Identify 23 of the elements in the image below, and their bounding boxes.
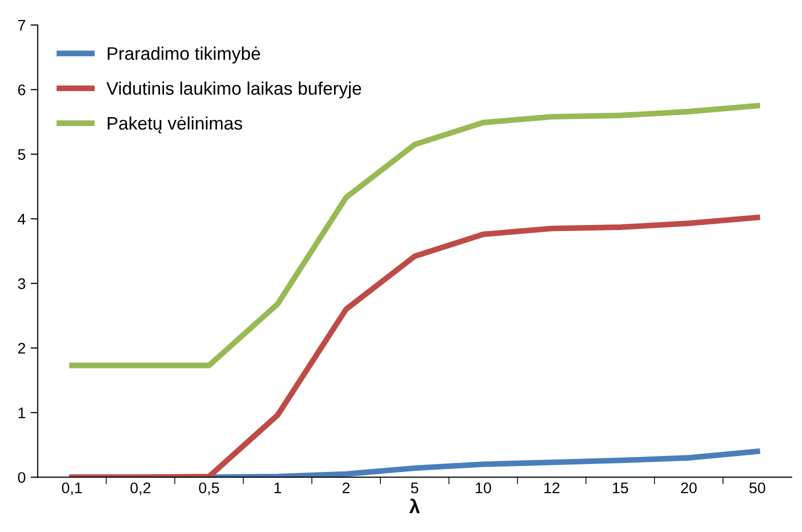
- x-tick-label: 12: [544, 482, 560, 494]
- y-tick-label: 1: [18, 408, 26, 418]
- x-tick-label: 50: [749, 482, 766, 494]
- y-tick-label: 7: [18, 20, 26, 31]
- x-tick-label: 15: [612, 482, 628, 494]
- x-tick-label: 0,2: [130, 482, 150, 496]
- x-axis-title: λ: [409, 498, 420, 514]
- x-tick-label: 5: [410, 482, 418, 494]
- legend-label: Praradimo tikimybė: [108, 46, 260, 64]
- y-tick-label: 2: [18, 342, 26, 354]
- x-tick-label: 20: [681, 482, 697, 494]
- x-tick-label: 0,5: [199, 482, 220, 496]
- y-tick-label: 6: [18, 84, 26, 96]
- legend-label: Vidutinis laukimo laikas buferyje: [106, 82, 362, 98]
- y-tick-label: 0: [18, 472, 26, 483]
- legend-label: Paketų vėlinimas: [108, 116, 242, 134]
- x-tick-label: 2: [342, 482, 350, 494]
- y-tick-label: 4: [18, 214, 26, 224]
- y-tick-label: 3: [18, 278, 26, 290]
- x-tick-label: 10: [476, 482, 492, 494]
- y-tick-label: 5: [18, 149, 26, 160]
- x-tick-label: 1: [274, 482, 282, 494]
- x-tick-label: 0,1: [62, 482, 82, 496]
